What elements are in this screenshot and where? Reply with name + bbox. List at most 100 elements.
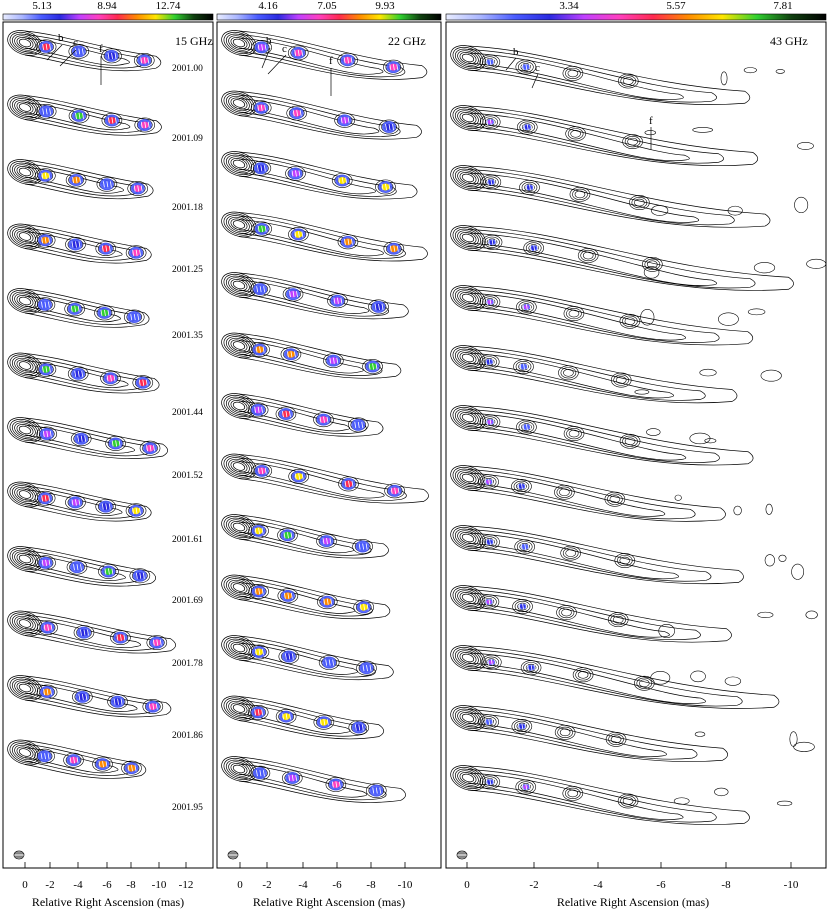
polarization-peak (489, 240, 495, 245)
contour-knot (347, 417, 369, 433)
evpa-tick (488, 239, 490, 246)
contour-core (18, 38, 32, 48)
evpa-tick (331, 781, 334, 788)
polarization-peak (41, 172, 50, 180)
contour-knot (325, 777, 347, 792)
evpa-tick (484, 718, 487, 725)
x-tick-label: -10 (151, 879, 167, 891)
contour-knot (613, 374, 630, 386)
contour-knot (479, 54, 501, 70)
evpa-tick (525, 303, 528, 311)
contour-core (16, 101, 34, 114)
contour-noise (797, 142, 814, 150)
contour-knot (614, 553, 636, 568)
contour-noise (650, 670, 671, 685)
contour-core (230, 158, 248, 170)
evpa-tick (297, 231, 300, 238)
evpa-tick (258, 648, 261, 656)
contour-knot (34, 232, 56, 248)
evpa-tick (287, 532, 289, 539)
evpa-tick (44, 172, 47, 179)
evpa-tick (81, 693, 84, 700)
evpa-tick (295, 170, 297, 177)
evpa-tick (485, 538, 488, 546)
polarization-peak (255, 769, 264, 777)
colorbar-tick-label: 12.74 (155, 0, 181, 12)
polarization-peak (100, 309, 109, 317)
evpa-tick (394, 487, 397, 494)
x-tick-label: -4 (73, 879, 83, 891)
contour-core (11, 549, 39, 569)
beam-ellipse (456, 850, 468, 860)
evpa-tick (294, 49, 297, 56)
polarization-peak (526, 185, 532, 190)
contour-core (454, 168, 482, 188)
polarization-peak (77, 435, 86, 443)
contour-core (454, 228, 482, 248)
polarization-peak (354, 723, 363, 731)
evpa-tick (140, 185, 143, 192)
contour-knot (348, 720, 370, 735)
contour-core (16, 166, 34, 178)
contour-core (452, 466, 484, 490)
polarization-peak (257, 467, 266, 475)
panel-frequency-label: 43 GHz (770, 34, 808, 48)
component-label-f: f (99, 43, 103, 55)
contour-knot (35, 104, 57, 119)
evpa-tick (259, 346, 261, 353)
contour-core (228, 95, 250, 112)
contour-jet (238, 393, 384, 437)
x-axis-label: Relative Right Ascension (mas) (252, 895, 406, 909)
contour-knot (608, 733, 624, 745)
contour-knot (105, 436, 126, 451)
contour-core (232, 38, 246, 48)
polarization-peak (42, 107, 51, 115)
polarization-peak (41, 494, 50, 502)
evpa-tick (285, 410, 288, 418)
contour-core (232, 220, 246, 229)
evpa-tick (521, 63, 524, 71)
contour-knot (617, 793, 639, 809)
contour-knot (35, 555, 56, 571)
evpa-tick (74, 305, 77, 312)
contour-core (232, 401, 246, 411)
evpa-tick (105, 245, 108, 252)
contour-jet (467, 169, 735, 226)
polarization-peak (319, 718, 328, 726)
contour-knot (563, 369, 574, 377)
polarization-peak (40, 301, 49, 309)
evpa-tick (41, 495, 44, 502)
contour-knot (511, 719, 533, 734)
component-label-b: b (58, 32, 64, 44)
contour-knot (520, 63, 532, 71)
evpa-tick (106, 375, 109, 382)
evpa-tick (101, 503, 104, 510)
contour-noise (644, 130, 657, 136)
evpa-tick (111, 440, 114, 447)
polarization-peak (374, 303, 383, 311)
evpa-tick (132, 507, 134, 514)
contour-core (16, 295, 34, 307)
contour-knot (480, 476, 497, 488)
contour-core (454, 468, 482, 488)
contour-knot (479, 774, 501, 790)
polarization-peak (486, 479, 492, 484)
component-label-f: f (649, 115, 653, 127)
contour-core (452, 166, 484, 190)
contour-jet (24, 95, 162, 136)
contour-knot (134, 117, 156, 133)
contour-knot (562, 66, 584, 81)
contour-core (452, 46, 484, 70)
contour-knot (101, 48, 122, 64)
evpa-tick (522, 603, 524, 610)
contour-knot (484, 236, 500, 248)
evpa-tick (71, 499, 74, 506)
evpa-tick (345, 177, 348, 184)
evpa-tick (78, 112, 81, 119)
polarization-peak (292, 109, 301, 117)
contour-jet (238, 272, 409, 320)
evpa-tick (525, 603, 528, 610)
evpa-tick (488, 358, 491, 365)
evpa-tick (489, 58, 492, 66)
polarization-peak (256, 285, 265, 293)
